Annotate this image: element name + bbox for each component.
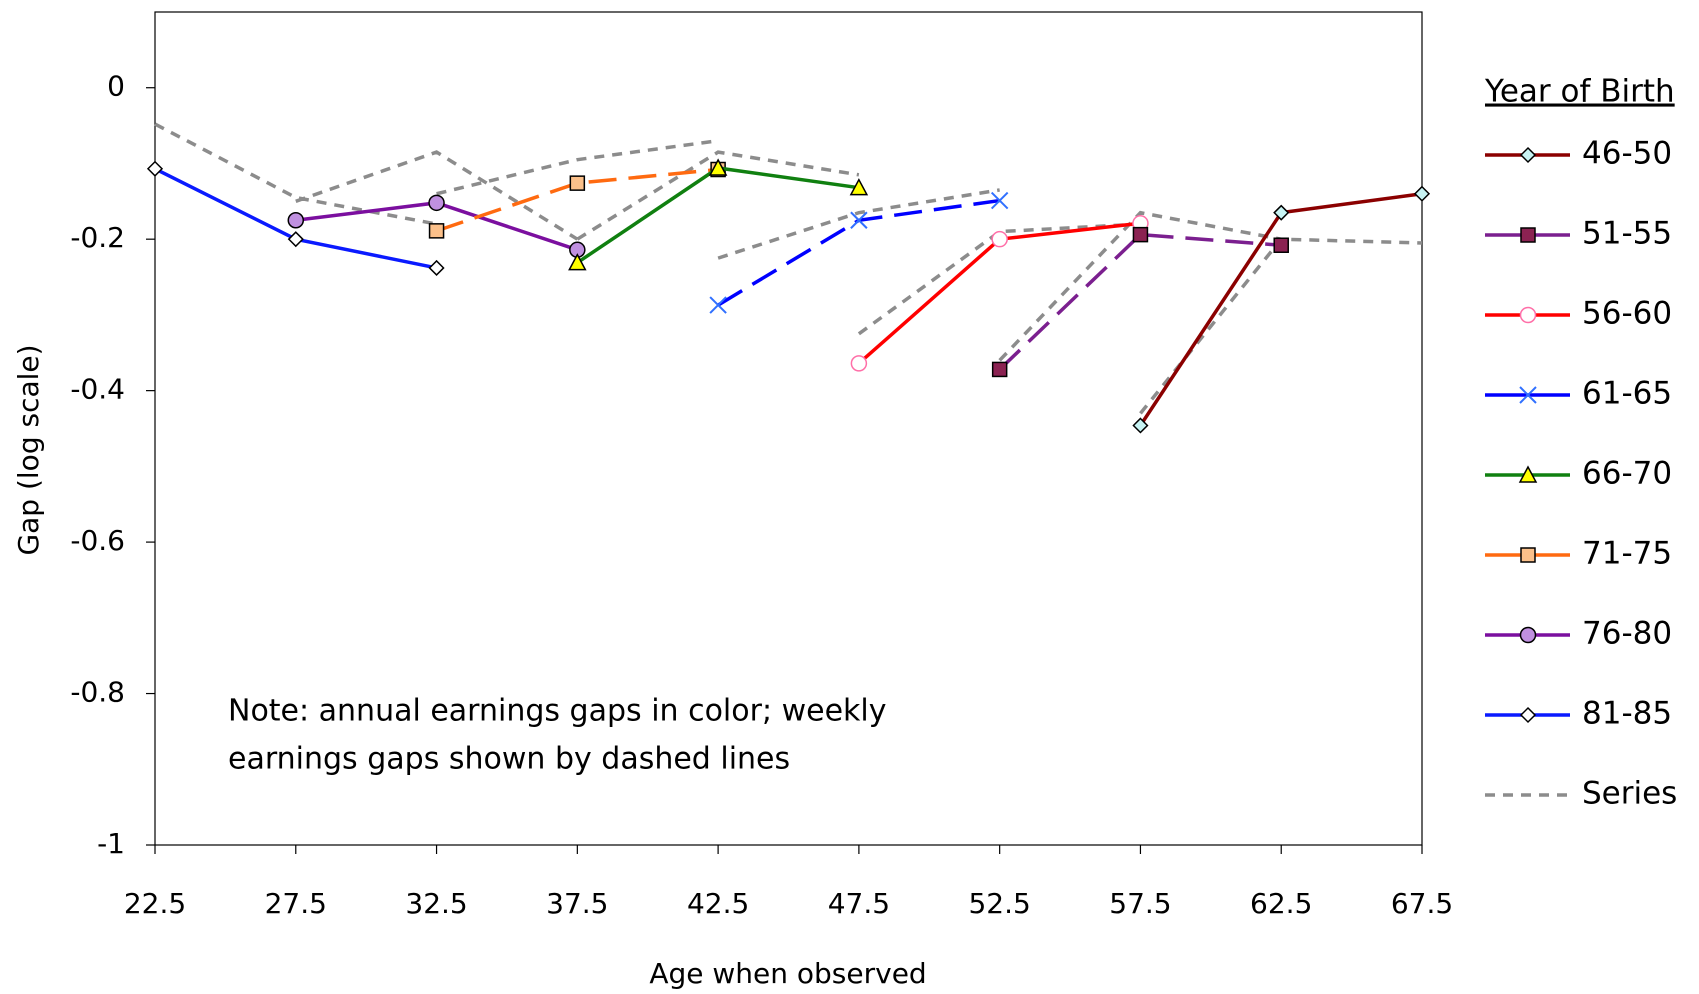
annotation: Note: annual earnings gaps in color; wee… xyxy=(228,694,887,729)
marker xyxy=(850,211,868,229)
marker xyxy=(287,212,305,229)
marker xyxy=(1519,706,1537,724)
legend-label: 56-60 xyxy=(1582,296,1672,332)
legend-label: 81-85 xyxy=(1582,696,1672,732)
marker xyxy=(1520,547,1536,563)
y-tick-label: -0.6 xyxy=(70,524,125,557)
y-tick-label: 0 xyxy=(107,70,125,103)
x-tick-label: 47.5 xyxy=(828,887,890,920)
x-axis-title: Age when observed xyxy=(649,957,926,990)
x-tick-label: 57.5 xyxy=(1109,887,1171,920)
marker xyxy=(991,230,1008,248)
marker xyxy=(1273,237,1289,253)
plot-area xyxy=(154,11,1423,846)
legend-label: 46-50 xyxy=(1582,136,1672,172)
marker xyxy=(428,259,445,277)
x-tick-label: 32.5 xyxy=(405,887,467,920)
y-tick-label: -0.2 xyxy=(70,221,125,254)
x-tick-label: 27.5 xyxy=(265,887,327,920)
series-line xyxy=(1138,192,1423,427)
y-axis-title: Gap (log scale) xyxy=(12,344,45,555)
marker xyxy=(1273,204,1290,221)
legend-title: Year of Birth xyxy=(1484,74,1675,110)
y-tick-label: -1 xyxy=(97,827,125,860)
y-tick-label: -0.8 xyxy=(70,676,125,709)
marker xyxy=(1519,626,1537,644)
marker xyxy=(568,253,587,271)
marker xyxy=(849,178,869,196)
marker xyxy=(1132,417,1149,434)
x-tick-label: 67.5 xyxy=(1391,887,1453,920)
series-line xyxy=(576,166,860,265)
marker xyxy=(1519,306,1537,324)
marker xyxy=(990,191,1009,210)
marker xyxy=(146,160,164,177)
series-line xyxy=(998,232,1282,371)
marker xyxy=(850,355,868,372)
marker xyxy=(708,158,728,176)
legend-label: 66-70 xyxy=(1582,456,1672,492)
legend-label: 76-80 xyxy=(1582,616,1672,652)
x-tick-label: 22.5 xyxy=(124,887,186,920)
series-line xyxy=(435,167,719,233)
marker xyxy=(1518,465,1538,483)
series-line xyxy=(717,198,1000,307)
y-tick-label: -0.4 xyxy=(70,373,125,406)
legend-label: 71-75 xyxy=(1582,536,1672,572)
marker xyxy=(1519,146,1537,164)
marker xyxy=(1519,386,1537,404)
marker xyxy=(569,175,586,191)
legend-label: Series xyxy=(1582,776,1677,812)
marker xyxy=(1132,226,1149,243)
marker xyxy=(709,296,727,314)
marker xyxy=(428,223,445,239)
legend-label: 61-65 xyxy=(1582,376,1672,412)
annotation: earnings gaps shown by dashed lines xyxy=(228,742,790,777)
marker xyxy=(1413,185,1431,202)
marker xyxy=(428,194,445,212)
marker xyxy=(991,361,1008,378)
marker xyxy=(287,231,304,248)
x-tick-label: 42.5 xyxy=(687,887,749,920)
series-line xyxy=(154,122,1423,415)
legend-label: 51-55 xyxy=(1582,216,1672,252)
x-tick-label: 37.5 xyxy=(546,887,608,920)
x-tick-label: 62.5 xyxy=(1250,887,1312,920)
marker xyxy=(1520,227,1536,243)
x-tick-label: 52.5 xyxy=(968,887,1030,920)
